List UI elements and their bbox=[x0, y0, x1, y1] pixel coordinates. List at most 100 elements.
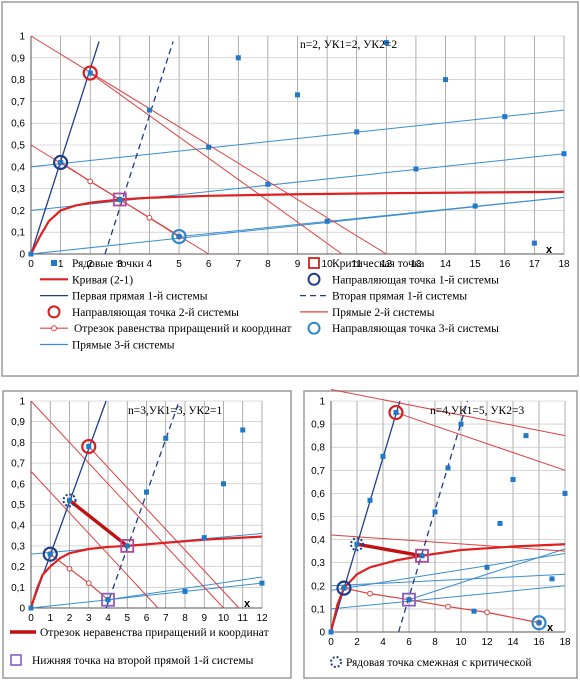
row-point bbox=[536, 620, 542, 626]
row-point bbox=[86, 444, 92, 450]
y-tick-label: 0,7 bbox=[11, 459, 25, 470]
row-point bbox=[117, 197, 123, 202]
x-tick-label: 8 bbox=[265, 259, 271, 270]
critical-point bbox=[415, 548, 429, 563]
x-tick-label: 11 bbox=[238, 613, 249, 624]
legend-label: Направляющая точка 1-й системы bbox=[332, 274, 499, 286]
row-point bbox=[87, 70, 93, 76]
row-point bbox=[201, 535, 207, 541]
row-point bbox=[393, 410, 399, 416]
inequality-segment bbox=[356, 542, 423, 558]
line-3rd-system bbox=[107, 576, 263, 601]
y-tick-label: 1 bbox=[19, 32, 25, 43]
row-point bbox=[445, 465, 451, 471]
line-2nd-system bbox=[330, 534, 566, 552]
x-tick-label: 6 bbox=[406, 637, 412, 648]
row-point bbox=[28, 605, 34, 611]
line-3rd-system bbox=[30, 109, 565, 168]
legend-label: Отрезок неравенства приращений и координ… bbox=[40, 627, 269, 639]
row-point bbox=[259, 580, 265, 586]
equality-segment-marker bbox=[146, 214, 153, 221]
x-tick-label: 8 bbox=[182, 613, 188, 624]
curve-2-1 bbox=[329, 543, 566, 633]
x-tick-label: 10 bbox=[455, 637, 467, 648]
x-tick-label: 4 bbox=[105, 613, 111, 624]
x-tick-label: 2 bbox=[354, 637, 360, 648]
line-2nd-system bbox=[88, 446, 240, 609]
legend-symbol bbox=[330, 656, 342, 668]
row-point bbox=[163, 435, 169, 441]
guide-point-2nd-system bbox=[82, 65, 98, 81]
row-point bbox=[47, 551, 53, 557]
x-tick-label: 12 bbox=[481, 637, 493, 648]
y-tick-label: 0,8 bbox=[11, 75, 25, 86]
panel-1-frame bbox=[1, 1, 579, 377]
x-tick-label: 9 bbox=[201, 613, 207, 624]
y-tick-label: 0,4 bbox=[11, 521, 25, 532]
x-tick-label: 5 bbox=[124, 613, 130, 624]
y-tick-label: 1 bbox=[19, 397, 25, 408]
row-point bbox=[341, 585, 347, 591]
y-tick-label: 0,3 bbox=[311, 558, 325, 569]
x-axis-label: x bbox=[547, 622, 554, 634]
x-tick-label: 13 bbox=[410, 259, 422, 270]
panel-3-frame bbox=[303, 390, 578, 679]
row-point bbox=[182, 588, 188, 594]
row-point bbox=[28, 251, 34, 257]
legend-label: Направляющая точка 3-й системы bbox=[332, 323, 499, 335]
guide-point-2nd-system bbox=[388, 404, 404, 421]
chart-3: 0 2 4 6 8 10 12 14 16 18 0 0,1 0,2 0,3 0,4 0,5 0,6 0,7 0,8… bbox=[311, 388, 571, 669]
lower-point bbox=[402, 592, 416, 607]
x-tick-label: 10 bbox=[218, 613, 230, 624]
line-3rd-system bbox=[408, 548, 566, 601]
x-tick-label: 0 bbox=[328, 637, 334, 648]
adjacent-point bbox=[350, 537, 364, 552]
row-point bbox=[328, 629, 334, 635]
y-tick-label: 0,2 bbox=[311, 581, 325, 592]
x-tick-label: 14 bbox=[440, 259, 452, 270]
x-tick-label: 14 bbox=[507, 637, 519, 648]
y-tick-label: 0,7 bbox=[311, 466, 325, 477]
row-point bbox=[502, 114, 508, 120]
legend-symbol bbox=[307, 321, 321, 335]
x-tick-label: 15 bbox=[470, 259, 482, 270]
second-line-1st-system bbox=[105, 400, 180, 609]
row-point bbox=[295, 92, 300, 98]
row-point bbox=[58, 159, 64, 165]
line-3rd-system bbox=[330, 552, 566, 591]
x-tick-label: 12 bbox=[256, 613, 268, 624]
x-tick-label: 6 bbox=[206, 259, 212, 270]
x-tick-label: 11 bbox=[352, 259, 363, 270]
x-tick-label: 18 bbox=[559, 637, 571, 648]
y-tick-label: 0,1 bbox=[311, 604, 325, 615]
line-2nd-system bbox=[30, 471, 159, 609]
adjacent-point bbox=[62, 493, 77, 508]
legend-symbol bbox=[51, 260, 57, 266]
equality-segment bbox=[343, 587, 540, 624]
equality-segment-marker bbox=[85, 580, 92, 587]
row-point bbox=[206, 144, 212, 150]
x-tick-label: 16 bbox=[533, 637, 545, 648]
y-tick-label: 0,1 bbox=[11, 228, 25, 239]
row-point bbox=[176, 234, 182, 240]
y-tick-label: 0,6 bbox=[11, 119, 25, 130]
row-point bbox=[531, 240, 537, 246]
guide-point-1st-system bbox=[53, 154, 69, 171]
legend-symbol-marker bbox=[51, 325, 57, 332]
y-tick-label: 0,5 bbox=[11, 141, 25, 152]
second-line-1st-system bbox=[104, 41, 174, 255]
row-point bbox=[432, 509, 438, 515]
x-tick-label: 5 bbox=[176, 259, 182, 270]
y-tick-label: 0,9 bbox=[11, 53, 25, 64]
line-3rd-system bbox=[330, 585, 566, 610]
y-tick-label: 0,2 bbox=[11, 206, 25, 217]
y-tick-label: 0,5 bbox=[311, 512, 325, 523]
row-point bbox=[240, 427, 246, 433]
legend-label: Рядовая точка смежная с критической bbox=[346, 657, 532, 669]
row-point bbox=[406, 597, 412, 603]
y-tick-label: 0,8 bbox=[311, 443, 325, 454]
line-2nd-system bbox=[30, 400, 224, 609]
line-2nd-system bbox=[395, 412, 566, 471]
legend-label: Кривая (2-1) bbox=[72, 274, 133, 286]
x-tick-label: 17 bbox=[529, 259, 541, 270]
